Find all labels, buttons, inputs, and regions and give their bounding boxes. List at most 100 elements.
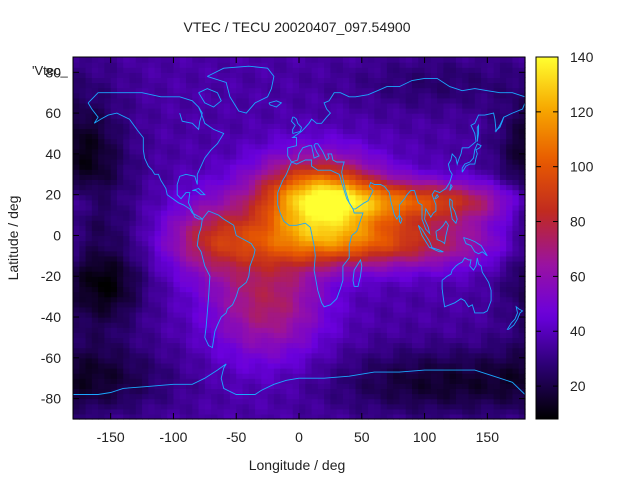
heatmap-cell bbox=[405, 133, 413, 140]
heatmap-cell bbox=[424, 271, 432, 277]
heatmap-cell bbox=[160, 378, 168, 384]
heatmap-cell bbox=[449, 378, 457, 384]
heatmap-cell bbox=[116, 388, 124, 395]
heatmap-cell bbox=[167, 174, 175, 180]
heatmap-cell bbox=[355, 255, 363, 262]
heatmap-cell bbox=[468, 148, 476, 155]
heatmap-cell bbox=[368, 311, 375, 318]
heatmap-cell bbox=[110, 123, 118, 129]
heatmap-cell bbox=[223, 118, 231, 124]
heatmap-cell bbox=[449, 413, 457, 420]
heatmap-cell bbox=[198, 271, 206, 277]
heatmap-cell bbox=[98, 189, 105, 196]
heatmap-cell bbox=[261, 368, 269, 374]
heatmap-cell bbox=[317, 179, 325, 186]
heatmap-cell bbox=[261, 291, 269, 298]
heatmap-cell bbox=[154, 337, 162, 344]
heatmap-cell bbox=[424, 194, 432, 201]
heatmap-cell bbox=[198, 311, 206, 318]
heatmap-cell bbox=[311, 393, 319, 400]
heatmap-cell bbox=[160, 92, 168, 99]
heatmap-cell bbox=[255, 164, 262, 170]
heatmap-cell bbox=[98, 148, 105, 155]
heatmap-cell bbox=[512, 67, 520, 73]
heatmap-cell bbox=[336, 352, 344, 359]
heatmap-cell bbox=[255, 408, 262, 415]
heatmap-cell bbox=[468, 220, 476, 226]
heatmap-cell bbox=[380, 408, 388, 415]
heatmap-cell bbox=[116, 271, 124, 277]
heatmap-cell bbox=[349, 388, 357, 395]
heatmap-cell bbox=[518, 148, 526, 155]
heatmap-cell bbox=[305, 311, 313, 318]
heatmap-cell bbox=[481, 276, 488, 282]
heatmap-cell bbox=[380, 413, 388, 420]
heatmap-cell bbox=[330, 204, 338, 211]
heatmap-cell bbox=[393, 194, 401, 201]
heatmap-cell bbox=[255, 133, 262, 140]
heatmap-cell bbox=[493, 311, 501, 318]
heatmap-cell bbox=[229, 286, 237, 293]
heatmap-cell bbox=[305, 240, 313, 247]
heatmap-cell bbox=[179, 72, 187, 78]
heatmap-cell bbox=[380, 194, 388, 201]
heatmap-cell bbox=[179, 271, 187, 277]
heatmap-cell bbox=[179, 245, 187, 252]
heatmap-cell bbox=[73, 107, 80, 114]
heatmap-cell bbox=[393, 92, 401, 99]
heatmap-cell bbox=[443, 301, 451, 308]
heatmap-cell bbox=[405, 194, 413, 201]
heatmap-cell bbox=[399, 378, 407, 384]
heatmap-cell bbox=[123, 225, 131, 231]
heatmap-cell bbox=[368, 209, 375, 216]
heatmap-cell bbox=[292, 403, 300, 410]
heatmap-cell bbox=[305, 255, 313, 262]
heatmap-cell bbox=[211, 342, 218, 349]
heatmap-cell bbox=[292, 179, 300, 186]
heatmap-cell bbox=[91, 276, 99, 282]
heatmap-cell bbox=[412, 301, 419, 308]
heatmap-cell bbox=[481, 225, 488, 231]
heatmap-cell bbox=[79, 362, 87, 369]
heatmap-cell bbox=[324, 240, 331, 247]
heatmap-cell bbox=[481, 240, 488, 247]
heatmap-cell bbox=[148, 235, 156, 242]
heatmap-cell bbox=[317, 199, 325, 206]
heatmap-cell bbox=[179, 107, 187, 114]
heatmap-cell bbox=[179, 87, 187, 94]
heatmap-cell bbox=[255, 291, 262, 298]
heatmap-cell bbox=[286, 235, 294, 242]
heatmap-cell bbox=[135, 271, 143, 277]
heatmap-cell bbox=[468, 92, 476, 99]
heatmap-cell bbox=[311, 204, 319, 211]
heatmap-cell bbox=[481, 72, 488, 78]
heatmap-cell bbox=[336, 301, 344, 308]
heatmap-cell bbox=[481, 174, 488, 180]
heatmap-cell bbox=[311, 276, 319, 282]
heatmap-cell bbox=[104, 199, 112, 206]
heatmap-cell bbox=[380, 286, 388, 293]
heatmap-cell bbox=[79, 164, 87, 170]
heatmap-cell bbox=[342, 230, 350, 237]
heatmap-cell bbox=[148, 347, 156, 354]
heatmap-cell bbox=[462, 403, 470, 410]
heatmap-cell bbox=[198, 347, 206, 354]
heatmap-cell bbox=[248, 194, 256, 201]
heatmap-cell bbox=[179, 148, 187, 155]
heatmap-cell bbox=[229, 102, 237, 109]
heatmap-cell bbox=[179, 311, 187, 318]
heatmap-cell bbox=[85, 266, 93, 272]
heatmap-cell bbox=[481, 209, 488, 216]
heatmap-cell bbox=[317, 204, 325, 211]
heatmap-cell bbox=[499, 337, 507, 344]
heatmap-cell bbox=[412, 138, 419, 145]
heatmap-cell bbox=[380, 225, 388, 231]
heatmap-cell bbox=[493, 102, 501, 109]
heatmap-cell bbox=[487, 235, 495, 242]
heatmap-cell bbox=[198, 230, 206, 237]
heatmap-cell bbox=[211, 164, 218, 170]
heatmap-cell bbox=[142, 220, 149, 226]
heatmap-cell bbox=[110, 286, 118, 293]
heatmap-cell bbox=[361, 107, 369, 114]
heatmap-cell bbox=[192, 158, 200, 165]
